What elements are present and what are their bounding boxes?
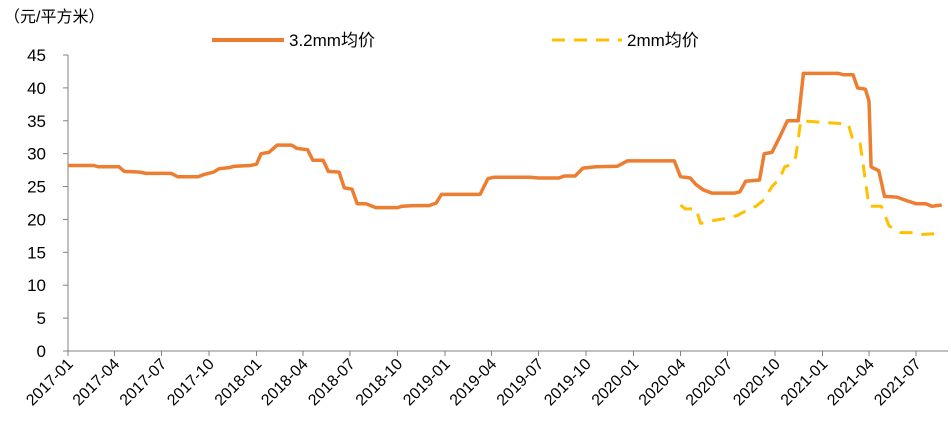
x-tick-label: 2020-04 (636, 356, 690, 410)
x-tick-label: 2020-10 (730, 356, 784, 410)
y-axis: 0 5 10 15 20 25 30 35 40 45 (27, 46, 69, 361)
x-tick-label: 2019-04 (447, 356, 501, 410)
x-tick-label: 2021-04 (824, 356, 878, 410)
y-tick-label: 10 (27, 276, 46, 295)
y-tick-label: 30 (27, 145, 46, 164)
x-tick-label: 2018-01 (212, 356, 266, 410)
x-tick-label: 2018-07 (305, 356, 359, 410)
x-tick-label: 2019-01 (400, 356, 454, 410)
x-tick-label: 2020-01 (589, 356, 643, 410)
x-axis: 2017-012017-042017-072017-102018-012018-… (23, 350, 948, 410)
x-tick-label: 2020-07 (683, 356, 737, 410)
x-tick-label: 2017-07 (117, 356, 171, 410)
x-tick-label: 2021-07 (871, 356, 925, 410)
x-tick-label: 2017-01 (23, 356, 77, 410)
x-tick-label: 2018-04 (258, 356, 312, 410)
y-tick-label: 20 (27, 210, 46, 229)
y-tick-label: 15 (27, 243, 46, 262)
y-tick-label: 40 (27, 79, 46, 98)
x-tick-label: 2021-01 (778, 356, 832, 410)
series-layer (68, 71, 943, 237)
x-tick-label: 2017-10 (164, 356, 218, 410)
y-tick-label: 25 (27, 178, 46, 197)
y-tick-label: 45 (27, 46, 46, 65)
series-line-3.2mm (68, 71, 943, 210)
y-axis-unit-label: （元/平方米） (4, 8, 104, 26)
y-tick-label: 35 (27, 112, 46, 131)
x-tick-label: 2019-10 (541, 356, 595, 410)
x-tick-label: 2019-07 (494, 356, 548, 410)
y-tick-label: 5 (37, 309, 46, 328)
legend-label-2mm: 2mm均价 (627, 31, 699, 50)
series-line-2mm (679, 119, 942, 237)
legend: 3.2mm均价 2mm均价 (212, 31, 699, 50)
legend-label-3.2mm: 3.2mm均价 (289, 31, 375, 50)
x-tick-label: 2018-10 (353, 356, 407, 410)
x-tick-label: 2017-04 (70, 356, 124, 410)
y-tick-label: 0 (37, 342, 46, 361)
